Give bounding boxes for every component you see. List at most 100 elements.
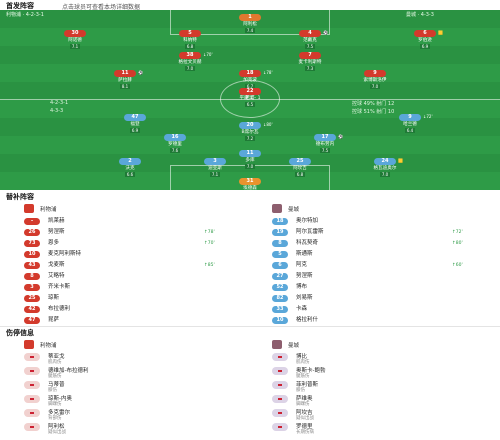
home-player-0[interactable]: 30 阿诺德 7.1 [40,30,110,50]
sub-number: 52 [272,284,288,291]
sub-number: 47 [24,317,40,324]
subs-title: 替补阵容 [6,193,34,201]
home-player-4[interactable]: 38 格拉文贝赫 7.0 ↓70' [155,52,225,72]
player-number: 9 [399,114,421,121]
away-player-8[interactable]: 47 福登 6.9 [100,114,170,134]
player-rating: 6.5 [244,102,256,107]
player-number: 11 [114,70,136,77]
player-name: 罗德里 [168,142,182,147]
sub-row[interactable]: 25 琼斯 [24,293,244,307]
sub-row[interactable]: 82 刘易斯 [272,293,492,307]
sub-row[interactable]: 52 博布 [272,282,492,296]
sub-row[interactable]: 43 戈麦斯 ↑85' [24,260,244,274]
home-player-8[interactable]: 9 索博斯洛伊 7.0 [340,70,410,90]
away-player-7[interactable]: 17 德布劳内 7.5 ⚽ [290,134,360,154]
injury-row[interactable]: 德维加-布拉德利 腿筋伤 [24,366,244,380]
away-player-5[interactable]: 16 罗德里 7.6 [140,134,210,154]
player-name: 福登 [130,122,140,127]
sub-row[interactable]: 6 阿克 ↑60' [272,260,492,274]
page-subtitle: 点击球员可查看本场详细数据 [62,4,141,11]
player-rating: 8.1 [119,84,131,89]
injury-icon [24,367,40,375]
player-rating: 7.1 [209,172,221,177]
injury-row[interactable]: 马蒂普 膝伤 [24,380,244,394]
injured-player-name: 马蒂普 [48,382,65,388]
sub-row[interactable]: 8 科瓦契奇 ↑80' [272,238,492,252]
injury-row[interactable]: 博比 肌肉伤 [272,352,492,366]
sub-row[interactable]: 26 努涅斯 ↑78' [24,227,244,241]
home-player-5[interactable]: 7 麦卡利斯特 7.3 [275,52,345,72]
home-player-6[interactable]: 11 萨拉赫 8.1 ⚽ [90,70,160,90]
sub-row[interactable]: 10 格拉利什 [272,315,492,329]
away-team-label: 曼城 · 4-3-3 [406,12,434,18]
injury-row[interactable]: 琼斯-内奥 脚踝伤 [24,394,244,408]
injury-icon [24,409,40,417]
away-player-2[interactable]: 3 迪亚斯 7.1 [180,158,250,178]
sub-name: 格拉利什 [296,317,319,323]
sub-row[interactable]: 10 麦克阿利斯特 [24,249,244,263]
injury-row[interactable]: 蒂亚戈 肌肉伤 [24,352,244,366]
sub-name: 昆萨 [48,317,60,323]
injury-icon [272,353,288,361]
home-player-7[interactable]: 18 加克波 6.7 ↓78' [215,70,285,90]
player-rating: 7.6 [169,148,181,153]
player-rating: 6.8 [184,44,196,49]
sub-row[interactable]: 19 阿尔瓦雷斯 ↑72' [272,227,492,241]
sub-number: 42 [24,306,40,313]
sub-row[interactable]: 5 斯通斯 [272,249,492,263]
subs-home-team: 利物浦 [40,207,57,213]
injury-row[interactable]: 罗德里 长期伤病 [272,422,492,436]
player-number: 38 [179,52,201,59]
injury-icon [272,395,288,403]
home-crest-icon [24,204,34,213]
sub-row[interactable]: 27 努涅斯 [272,271,492,285]
home-player-3[interactable]: 6 罗伯逊 6.9 🟨 [390,30,460,50]
sub-row[interactable]: 18 奥尔特加 [272,216,492,230]
injury-row[interactable]: 多克雷尔 背部伤 [24,408,244,422]
away-player-6[interactable]: 20 B席尔瓦 7.2 ↓80' [215,122,285,142]
player-rating: 7.2 [244,136,256,141]
injury-row[interactable]: 阿利松 疑似出战 [24,422,244,436]
player-event-icon: ↓80' [263,122,273,127]
sub-row[interactable]: 3 齐米卡斯 [24,282,244,296]
player-number: 17 [314,134,336,141]
away-player-10[interactable]: 11 多库 7.0 [215,150,285,170]
injury-row[interactable]: 菲利普斯 膝伤 [272,380,492,394]
sub-time: ↑80' [452,241,463,246]
home-player-1[interactable]: 5 科纳特 6.8 [155,30,225,50]
sub-number: 27 [272,273,288,280]
home-stats: 控球 49% 射门 12 [352,101,395,107]
away-player-9[interactable]: 9 哈兰德 6.4 ↓72' [375,114,445,134]
sub-name: 阿克 [296,262,308,268]
away-player-1[interactable]: 2 沃克 6.6 [95,158,165,178]
sub-row[interactable]: 33 卡森 [272,304,492,318]
player-number: 2 [119,158,141,165]
player-number: 11 [239,150,261,157]
injury-row[interactable]: 阿坎吉 疑似出战 [272,408,492,422]
injury-icon [272,381,288,389]
home-player-10[interactable]: 1 阿利松 7.4 [215,14,285,34]
home-player-9[interactable]: 22 若塔 6.5 [215,88,285,108]
away-player-3[interactable]: 25 阿坎吉 6.8 [265,158,335,178]
sub-number: 10 [272,317,288,324]
sub-row[interactable]: 73 恩多 ↑70' [24,238,244,252]
away-player-0[interactable]: 31埃德森6.9 [215,178,285,190]
sub-row[interactable]: 8 艾略特 [24,271,244,285]
injury-reason: 肌肉伤 [296,360,310,365]
sub-row[interactable]: - 凯莱赫 [24,216,244,230]
sub-row[interactable]: 47 昆萨 [24,315,244,329]
away-crest-icon [272,340,282,349]
home-player-2[interactable]: 4 范戴克 7.5 ⚽ [275,30,345,50]
injury-reason: 膝伤 [48,388,57,393]
player-name: 多库 [245,158,255,163]
injury-row[interactable]: 萨维奥 脚踝伤 [272,394,492,408]
sub-row[interactable]: 42 布拉德利 [24,304,244,318]
home-formation: 4-2-3-1 [50,100,69,106]
player-event-icon: 🟨 [398,158,403,163]
lineup-header: 首发阵容 点击球员可查看本场详细数据 [0,0,500,11]
injury-reason: 长期伤病 [296,430,314,435]
injury-reason: 腿筋伤 [48,374,62,379]
injury-row[interactable]: 奥斯卡-鲍勃 腿筋伤 [272,366,492,380]
injury-icon [24,423,40,431]
away-player-4[interactable]: 24 格瓦迪奥尔 7.0 🟨 [350,158,420,178]
